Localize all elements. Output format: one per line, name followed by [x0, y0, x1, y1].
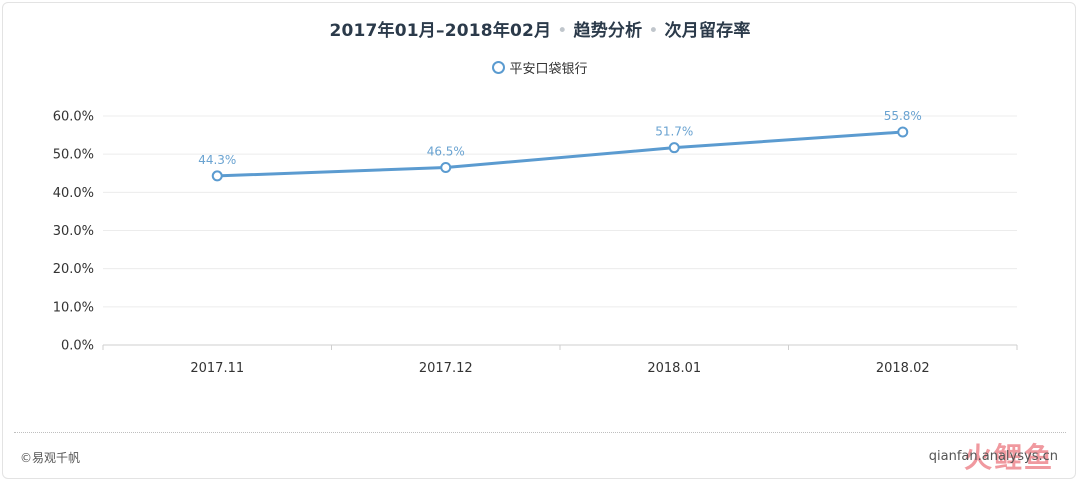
y-tick-label: 50.0% [53, 148, 94, 163]
title-section: 趋势分析 [573, 21, 643, 41]
x-tick-label: 2017.12 [419, 361, 473, 376]
y-tick-label: 10.0% [53, 300, 94, 315]
copyright: ©易观千帆 [20, 451, 81, 465]
x-axis: 2017.11 2017.12 2018.01 2018.02 [102, 344, 1018, 376]
x-tick-label: 2018.01 [647, 361, 701, 376]
data-label: 55.8% [884, 109, 922, 123]
series: 44.3% 46.5% 51.7% 55.8% [198, 109, 922, 182]
x-tick-label: 2018.02 [876, 361, 930, 376]
y-tick-label: 30.0% [53, 224, 94, 239]
y-tick-label: 40.0% [53, 186, 94, 201]
grid [103, 115, 1017, 308]
data-point [897, 126, 909, 138]
footer-divider [14, 432, 1066, 433]
site-url: qianfan.analysys.cn [928, 449, 1058, 464]
data-label: 46.5% [427, 145, 465, 159]
data-point [440, 162, 452, 174]
y-tick-label: 0.0% [61, 339, 94, 354]
watermark-logo: 火鲤鱼 [963, 441, 1054, 474]
legend-marker-icon [492, 61, 506, 74]
legend-label[interactable]: 平安口袋银行 [509, 62, 588, 77]
title-separator: • [648, 21, 659, 41]
data-point [211, 170, 223, 182]
x-tick-label: 2017.11 [190, 361, 244, 376]
legend[interactable]: 平安口袋银行 [0, 58, 1080, 77]
data-label: 51.7% [655, 125, 693, 139]
y-axis: 0.0% 10.0% 20.0% 30.0% 40.0% 50.0% 60.0% [53, 110, 94, 354]
series-line [217, 130, 903, 178]
chart-title: 2017年01月–2018年02月 • 趋势分析 • 次月留存率 [0, 16, 1080, 41]
data-label: 44.3% [198, 153, 236, 167]
y-tick-label: 60.0% [53, 110, 94, 125]
title-metric: 次月留存率 [664, 21, 751, 41]
title-period: 2017年01月–2018年02月 [329, 21, 552, 41]
title-separator: • [557, 21, 568, 41]
data-point [668, 142, 680, 154]
y-tick-label: 20.0% [53, 262, 94, 277]
